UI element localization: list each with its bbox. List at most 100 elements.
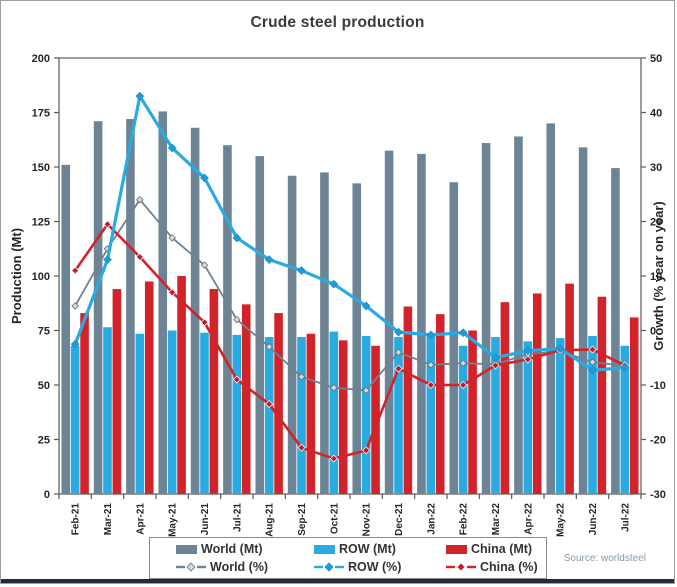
bar-china-mt-: [403, 306, 413, 494]
bar-row-mt-: [491, 337, 500, 494]
bar-row-mt-: [394, 337, 403, 494]
bar-china-mt-: [241, 304, 251, 494]
right-axis-tick-label: -20: [650, 435, 666, 447]
legend-item-label: China (%): [480, 560, 538, 574]
legend-item-china-mt-: China (Mt): [446, 542, 532, 556]
bar-row-mt-: [135, 333, 145, 494]
bar-row-mt-: [70, 345, 80, 494]
bar-row-mt-: [588, 335, 597, 494]
bar-world-mt-: [255, 156, 265, 494]
marker-china-: [135, 252, 144, 261]
marker-china-: [426, 380, 435, 390]
bar-row-mt-: [426, 334, 436, 494]
legend-item-label: World (Mt): [201, 542, 263, 556]
bar-world-mt-: [61, 164, 71, 494]
x-axis-month-label: Apr-22: [523, 503, 534, 535]
marker-china-: [232, 375, 241, 384]
bar-world-mt-: [93, 121, 103, 494]
line-china-: [74, 222, 626, 460]
marker-row-: [167, 143, 177, 153]
marker-world-: [71, 302, 79, 310]
bar-row-mt-: [200, 332, 209, 494]
right-axis-tick-label: 0: [650, 326, 656, 338]
legend-row-lines: World (%) ROW (%) China (%): [150, 559, 546, 575]
bar-china-mt-: [532, 293, 542, 494]
x-axis-month-label: Jul-22: [620, 503, 631, 532]
bar-row-mt-: [103, 327, 112, 494]
left-axis-tick-label: 50: [38, 380, 50, 392]
marker-world-: [362, 386, 370, 395]
legend-item-label: ROW (%): [348, 560, 402, 574]
marker-row-: [264, 255, 274, 265]
bar-row-mt-: [297, 337, 306, 494]
marker-china-: [103, 220, 112, 229]
left-axis-tick-label: 75: [38, 326, 50, 338]
marker-world-: [297, 373, 306, 381]
x-axis-month-label: Dec-21: [394, 503, 405, 536]
marker-china-: [588, 345, 597, 354]
bar-china-mt-: [597, 296, 607, 494]
right-axis-tick-label: 40: [650, 108, 662, 120]
bar-china-mt-: [209, 289, 219, 494]
bar-china-mt-: [112, 289, 122, 494]
bar-world-mt-: [546, 123, 556, 495]
bar-row-mt-: [264, 337, 274, 494]
line-world-: [74, 198, 625, 392]
chart-title: Crude steel production: [250, 14, 425, 31]
x-axis-month-label: Sep-21: [297, 503, 308, 536]
marker-world-: [427, 361, 435, 369]
bar-china-mt-: [338, 340, 348, 494]
line-row-: [73, 94, 625, 372]
bar-china-mt-: [274, 313, 283, 494]
marker-row-: [232, 233, 242, 243]
right-axis-tick-label: 20: [650, 217, 662, 229]
left-axis-tick-label: 100: [32, 271, 50, 283]
marker-row-: [620, 363, 630, 372]
bar-row-mt-: [523, 341, 533, 494]
x-axis-month-label: Aug-21: [265, 503, 276, 537]
marker-world-: [200, 261, 209, 269]
bar-china-mt-: [565, 283, 574, 494]
x-axis-month-label: Mar-22: [491, 503, 502, 536]
legend-bar-swatch-icon: [446, 544, 467, 554]
left-axis-tick-label: 150: [32, 162, 50, 174]
marker-row-: [458, 328, 468, 338]
x-axis-month-label: Nov-21: [362, 503, 373, 537]
marker-world-: [233, 315, 241, 324]
marker-china-: [362, 446, 371, 455]
marker-world-: [265, 343, 273, 351]
x-axis-month-label: Jan-22: [426, 503, 437, 535]
legend-bar-swatch-icon: [314, 544, 335, 554]
bar-china-mt-: [500, 302, 510, 494]
bar-world-mt-: [384, 150, 394, 494]
marker-world-: [394, 348, 403, 357]
legend-item-label: World (%): [210, 560, 269, 574]
x-axis-month-label: Mar-21: [103, 503, 114, 536]
right-axis-tick-label: 30: [650, 162, 662, 174]
marker-row-: [523, 346, 533, 356]
marker-china-: [523, 355, 532, 364]
bar-world-mt-: [417, 153, 426, 495]
y-axis-title-right: Growth (% year on year): [651, 201, 666, 351]
left-axis-tick-label: 125: [32, 217, 50, 229]
right-axis-tick-label: 50: [650, 53, 662, 65]
bar-world-mt-: [514, 136, 523, 495]
marker-row-: [200, 173, 209, 183]
bar-china-mt-: [80, 313, 89, 494]
bar-world-mt-: [481, 143, 491, 494]
bar-china-mt-: [435, 314, 445, 494]
marker-china-: [168, 288, 177, 297]
marker-world-: [136, 195, 144, 204]
marker-china-: [394, 364, 403, 373]
bar-row-mt-: [458, 345, 468, 494]
source-note: Source: worldsteel: [563, 553, 646, 564]
bar-row-mt-: [167, 330, 177, 494]
legend-item-label: ROW (Mt): [339, 542, 396, 556]
y-axis-title-left: Production (Mt): [9, 228, 24, 324]
marker-row-: [329, 279, 339, 289]
legend-bar-swatch-icon: [176, 544, 197, 554]
marker-china-: [71, 266, 80, 275]
bar-world-mt-: [190, 127, 200, 494]
marker-row-: [394, 327, 403, 337]
